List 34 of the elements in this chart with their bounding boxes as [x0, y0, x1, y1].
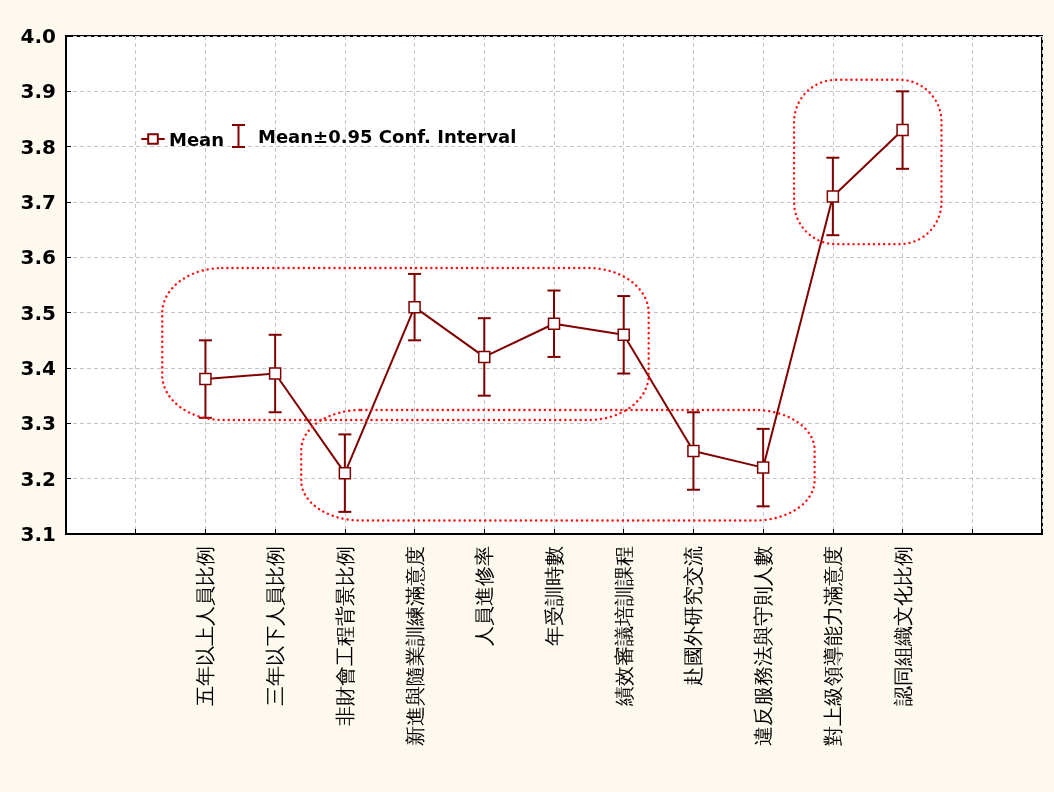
- point: [547, 317, 561, 330]
- x-tick-label: 對上級領導能力滿意度: [820, 546, 845, 746]
- legend-label: Mean: [169, 128, 225, 150]
- x-tick-label: 年受訓時數: [542, 546, 566, 646]
- x-tick-label: 五年以上人員比例: [193, 546, 218, 706]
- y-tick-label: 3.7: [20, 190, 56, 214]
- point: [617, 328, 630, 342]
- point: [408, 300, 421, 314]
- y-tick-label: 3.9: [20, 79, 56, 104]
- point: [338, 466, 352, 480]
- y-tick-label: 3.1: [20, 522, 56, 546]
- y-tick-label: 3.8: [20, 134, 56, 159]
- point: [268, 367, 282, 380]
- x-tick-label: 赴國外研究交流: [681, 546, 706, 686]
- annotation: Mean±0.95 Conf. Interval: [258, 125, 517, 147]
- x-tick-label: 新進與隨業訓練滿意度: [402, 546, 427, 746]
- x-tick-label: 績效審議培訓課程: [611, 546, 636, 707]
- point: [896, 123, 909, 137]
- x-tick-label: 人員進修率: [472, 546, 497, 646]
- y-tick-label: 3.6: [20, 245, 56, 270]
- y-tick-label: 3.2: [20, 466, 56, 491]
- x-tick-label: 非財會工程背景比例: [332, 546, 357, 726]
- x-tick-label: 認同組織文化比例: [890, 546, 915, 706]
- point: [478, 350, 491, 364]
- y-tick-label: 3.5: [20, 300, 56, 325]
- point: [199, 372, 212, 386]
- x-tick-label: 違反服務法與守則人數: [751, 546, 776, 746]
- y-tick-label: 3.4: [20, 356, 56, 380]
- y-tick-label: 3.3: [20, 411, 56, 436]
- point: [826, 190, 840, 203]
- y-tick-label: 4.0: [20, 24, 56, 48]
- x-tick-label: 三年以下人員比例: [263, 546, 288, 706]
- point: [756, 461, 770, 474]
- point: [687, 444, 700, 458]
